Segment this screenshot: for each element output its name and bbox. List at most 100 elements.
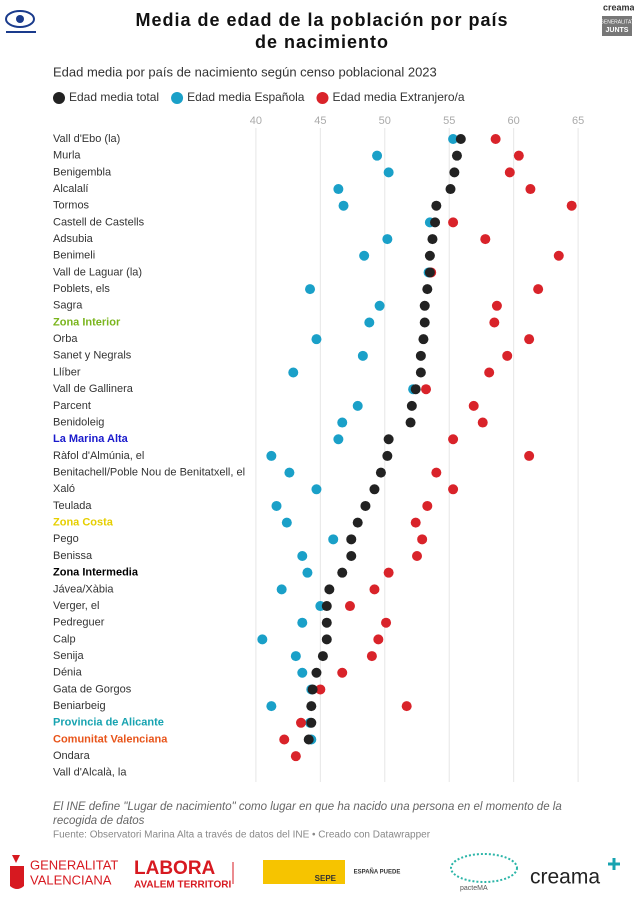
- y-tick-label: Alcalalí: [53, 183, 88, 195]
- dot: [513, 150, 524, 161]
- dot: [383, 567, 394, 578]
- y-tick-label: Llíber: [53, 366, 81, 378]
- y-tick-label: Vall d'Ebo (la): [53, 133, 120, 145]
- dot: [406, 400, 417, 411]
- dot: [266, 450, 277, 461]
- dot: [266, 701, 277, 712]
- y-tick-label: Vall de Laguar (la): [53, 266, 142, 278]
- x-tick-label: 60: [508, 115, 520, 127]
- dot: [468, 400, 479, 411]
- dot: [502, 350, 513, 361]
- y-tick-label: Tormos: [53, 200, 90, 212]
- dot: [321, 617, 332, 628]
- y-tick-label: Xaló: [53, 483, 75, 495]
- dot: [448, 434, 459, 445]
- dot: [383, 167, 394, 178]
- dot: [321, 601, 332, 612]
- note: El INE define "Lugar de nacimiento" como…: [53, 801, 562, 827]
- dot: [311, 334, 322, 345]
- dot: [480, 234, 491, 245]
- y-tick-label: Castell de Castells: [53, 216, 145, 228]
- dot: [373, 634, 384, 645]
- legend-label: Edad media Española: [187, 90, 305, 104]
- y-tick-label: Benigembla: [53, 166, 112, 178]
- dot: [427, 234, 438, 245]
- title: de nacimiento: [255, 32, 389, 52]
- legend-marker: [171, 92, 184, 104]
- dot: [337, 417, 348, 428]
- dot: [324, 584, 335, 595]
- dot: [303, 734, 314, 745]
- dot: [504, 167, 515, 178]
- dot: [307, 684, 318, 695]
- dot: [401, 701, 412, 712]
- dot: [449, 167, 460, 178]
- y-tick-label: Benimeli: [53, 250, 95, 262]
- labora: LABORA: [134, 858, 216, 879]
- dot: [412, 551, 422, 561]
- dot: [524, 334, 535, 345]
- creama: creama: [530, 866, 600, 889]
- dot: [424, 267, 435, 278]
- y-tick-label: Senija: [53, 650, 84, 662]
- dot: [346, 534, 357, 545]
- y-tick-label: Murla: [53, 150, 81, 162]
- y-tick-label: Benidoleig: [53, 416, 104, 428]
- y-tick-label: Dénia: [53, 667, 83, 679]
- dot: [315, 684, 326, 695]
- dot: [357, 350, 368, 361]
- brand2: GENERALITAT: [600, 19, 634, 25]
- dot: [451, 150, 462, 161]
- dot: [279, 734, 290, 745]
- dot: [430, 217, 441, 228]
- subtitle: Edad media por país de nacimiento según …: [53, 64, 437, 79]
- dot: [311, 667, 322, 678]
- dot: [297, 617, 308, 628]
- x-tick-label: 40: [250, 115, 262, 127]
- x-tick-label: 50: [379, 115, 391, 127]
- y-tick-label: Benitachell/Poble Nou de Benitatxell, el: [53, 467, 245, 479]
- dot: [374, 300, 385, 311]
- y-tick-label: Ondara: [53, 750, 91, 762]
- dot: [448, 217, 459, 228]
- dot: [337, 567, 348, 578]
- dot: [422, 284, 433, 295]
- gva: VALENCIANA: [30, 872, 112, 887]
- dot: [524, 450, 535, 461]
- y-tick-label: Ràfol d'Almúnia, el: [53, 450, 144, 462]
- dot: [424, 250, 435, 261]
- dot: [311, 484, 322, 495]
- dot: [533, 284, 544, 295]
- dot: [333, 184, 344, 195]
- x-tick-label: 65: [572, 115, 584, 127]
- brand: creama: [603, 2, 634, 12]
- dot: [346, 551, 357, 561]
- y-tick-label: Benissa: [53, 550, 93, 562]
- dot: [382, 450, 393, 461]
- brand2: JUNTS: [606, 27, 629, 34]
- legend-marker: [53, 92, 65, 104]
- dot: [359, 250, 370, 261]
- dot: [419, 300, 430, 311]
- y-tick-label: Vall d'Alcalà, la: [53, 767, 127, 779]
- dot: [360, 500, 371, 511]
- dot: [297, 667, 308, 678]
- dot: [364, 317, 375, 328]
- dot: [410, 517, 421, 528]
- dot: [383, 434, 394, 445]
- gva: GENERALITAT: [30, 857, 118, 872]
- pacte: pacteMA: [460, 885, 488, 892]
- dot: [296, 717, 306, 728]
- dot: [566, 200, 577, 211]
- dot: [415, 367, 426, 378]
- dot: [290, 751, 301, 762]
- dot: [431, 200, 442, 211]
- y-tick-label: Jávea/Xàbia: [53, 583, 114, 595]
- legend-label: Edad media total: [69, 90, 159, 104]
- dot: [490, 134, 501, 144]
- dot: [431, 467, 442, 478]
- dot: [290, 651, 301, 662]
- x-tick-label: 55: [443, 115, 455, 127]
- dot: [276, 584, 287, 595]
- dot: [448, 484, 459, 495]
